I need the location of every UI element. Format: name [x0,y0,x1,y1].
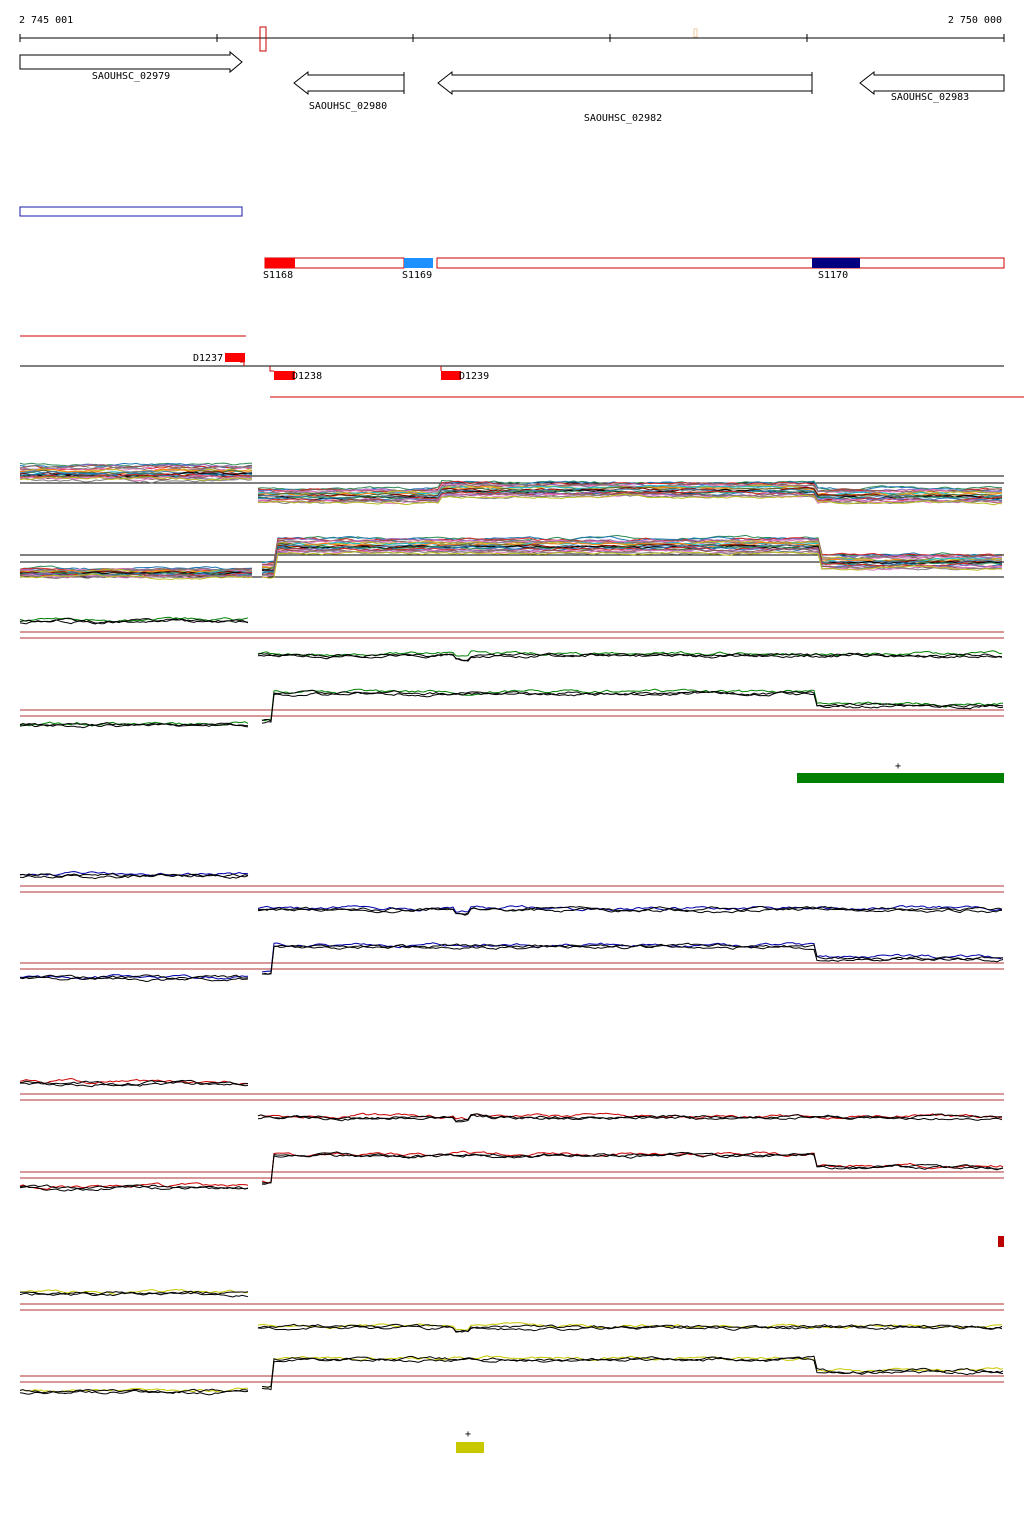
signal-trace [20,1079,249,1088]
gene-arrow[interactable] [293,70,405,96]
gene-arrow[interactable] [859,70,1005,96]
signal-trace [19,476,253,481]
coordinate-ruler: 2 745 001 2 750 000 [19,15,1005,52]
ruler-start-label: 2 745 001 [19,15,73,26]
signal-trace [19,573,253,580]
deletion-mark[interactable] [441,371,461,380]
transcript-box[interactable] [19,206,243,217]
segment-highlight[interactable] [812,258,860,268]
signal-trace [261,1152,1004,1185]
condition-track-red [19,1077,1004,1247]
signal-trace [261,689,1004,722]
signal-trace [257,492,1003,504]
signal-trace [19,1185,249,1192]
signal-trace [261,1356,1004,1391]
signal-trace [19,1184,249,1190]
signal-trace [261,537,1003,565]
signal-trace [19,475,253,482]
signal-trace [19,1388,249,1395]
signal-trace [20,1290,249,1296]
condition-track-green: + [19,616,1004,783]
signal-trace [19,462,253,468]
signal-trace [257,1324,1003,1333]
signal-trace [19,974,249,981]
signal-trace [261,539,1003,569]
signal-trace [19,1290,249,1298]
signal-trace [257,488,1003,499]
signal-trace [19,617,249,624]
signal-trace [19,974,249,980]
signal-trace [261,545,1003,572]
deletion-label: D1238 [292,371,322,382]
position-marker-small [693,28,698,38]
segment-highlight[interactable] [265,258,295,268]
strand-mark: + [465,1429,471,1440]
signal-trace [19,873,249,880]
strand-mark: + [895,761,901,772]
signal-trace [261,688,1003,722]
gene-arrow[interactable] [19,50,243,74]
deletion-connector [240,361,245,366]
signal-trace [261,541,1003,569]
signal-trace [19,574,253,580]
gene-arrow[interactable] [437,70,813,96]
deletion-track: D1237 D1238 D1239 [20,335,1024,398]
segment-label: S1170 [818,270,848,281]
ruler-end-label: 2 750 000 [948,15,1002,26]
signal-trace [19,618,249,625]
position-marker[interactable] [259,26,267,52]
deletion-connector [269,366,274,372]
signal-trace [262,539,1003,567]
signal-trace [20,870,249,877]
deletion-mark[interactable] [225,353,245,362]
enriched-region[interactable] [797,773,1004,783]
signal-trace [261,550,1002,579]
deletion-label: D1237 [193,353,223,364]
enriched-region[interactable] [456,1442,484,1453]
deletion-mark[interactable] [274,371,295,380]
signal-trace [257,906,1003,916]
segment-label: S1168 [263,270,293,281]
signal-trace [257,1112,1003,1121]
condition-track-blue [19,870,1004,983]
signal-trace [19,1389,249,1396]
gene-label: SAOUHSC_02979 [92,71,170,82]
signal-trace [261,1151,1004,1184]
signal-trace [19,465,253,472]
signal-trace [19,472,253,478]
signal-trace [261,690,1004,724]
signal-trace [257,1323,1003,1333]
signal-trace [257,652,1003,662]
transcript-track: S1168 S1169 S1170 [19,206,1005,281]
signal-trace [257,1322,1003,1331]
enriched-region[interactable] [998,1236,1004,1247]
signal-trace [19,477,253,484]
signal-trace [261,942,1004,973]
segment-highlight[interactable] [404,258,433,268]
gene-label: SAOUHSC_02983 [891,92,969,103]
segment-label: S1169 [402,270,432,281]
signal-trace [19,567,253,573]
multi-sample-traces [19,462,1003,580]
segment-box[interactable] [436,257,1005,269]
signal-trace [19,566,253,572]
signal-trace [257,493,1003,506]
signal-trace [19,722,249,728]
signal-trace [257,490,1003,502]
condition-track-yellow: + [19,1288,1004,1453]
signal-trace [261,944,1004,975]
deletion-label: D1239 [459,371,489,382]
signal-trace [257,1114,1003,1123]
gene-label: SAOUHSC_02982 [584,113,662,124]
signal-trace [19,975,249,983]
signal-trace [19,1077,249,1085]
expression-multisample-track [19,462,1004,580]
gene-track: SAOUHSC_02979 SAOUHSC_02980 SAOUHSC_0298… [19,50,1005,124]
gene-label: SAOUHSC_02980 [309,101,387,112]
